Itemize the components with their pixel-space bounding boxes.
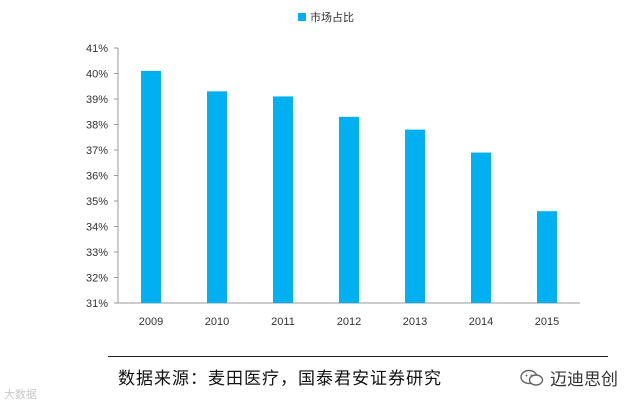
x-tick-label: 2009 [139, 316, 163, 328]
legend-swatch [298, 13, 306, 21]
x-tick-label: 2014 [469, 316, 493, 328]
bar-2010 [207, 91, 227, 303]
y-tick-label: 35% [86, 196, 108, 208]
x-tick-label: 2015 [535, 316, 559, 328]
y-tick-label: 40% [86, 69, 108, 81]
brand-name: 迈迪思创 [550, 370, 618, 390]
bar-2012 [339, 116, 359, 303]
bar-2015 [537, 211, 557, 303]
x-tick-label: 2013 [403, 316, 427, 328]
x-tick-label: 2010 [205, 316, 229, 328]
bar-2009 [141, 70, 161, 303]
y-tick-label: 38% [86, 120, 108, 132]
bar-2014 [471, 152, 491, 303]
source-divider [108, 356, 608, 357]
y-tick-label: 39% [86, 94, 108, 106]
y-tick-label: 36% [86, 171, 108, 183]
wechat-icon [520, 369, 544, 386]
y-tick-label: 32% [86, 273, 108, 285]
bar-2013 [405, 129, 425, 303]
source-note: 数据来源：麦田医疗，国泰君安证券研究 [118, 369, 442, 389]
x-tick-label: 2012 [337, 316, 361, 328]
y-tick-label: 41% [86, 43, 108, 55]
legend-label: 市场占比 [310, 10, 354, 24]
watermark: 大数据 [4, 386, 37, 402]
y-tick-label: 37% [86, 145, 108, 157]
brand-logo: 迈迪思创 [520, 365, 618, 390]
x-axis-ticks: 2009 2010 2011 2012 2013 2014 2015 [139, 316, 559, 328]
watermark-text: 大数据 [4, 388, 37, 401]
y-tick-label: 34% [86, 222, 108, 234]
x-tick-label: 2011 [271, 316, 295, 328]
y-tick-label: 31% [86, 298, 108, 310]
y-tick-label: 33% [86, 247, 108, 259]
bar-2011 [273, 96, 293, 303]
y-axis-ticks: 31% 32% 33% 34% 35% 36% 37% 38% 39% 40% 41% [86, 43, 118, 310]
bars-group [141, 70, 557, 303]
